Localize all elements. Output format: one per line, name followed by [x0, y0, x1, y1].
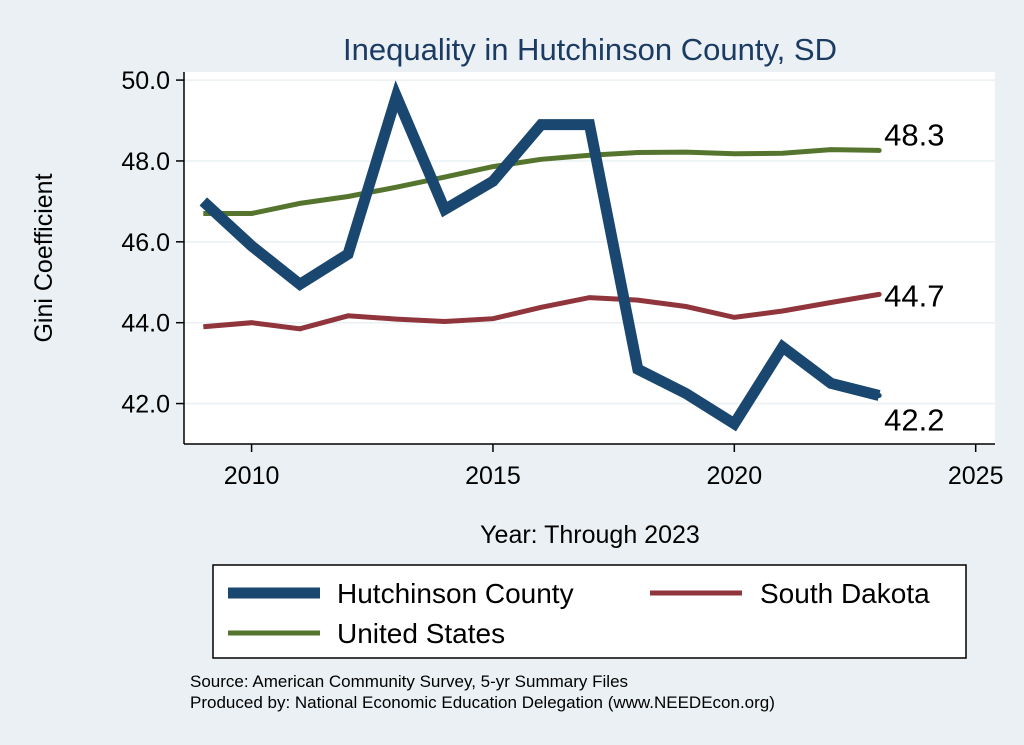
- y-axis-label: Gini Coefficient: [30, 173, 58, 342]
- y-tick-label: 48.0: [121, 148, 170, 176]
- legend-label-hutchinson: Hutchinson County: [337, 578, 574, 609]
- y-tick-label: 42.0: [121, 391, 170, 419]
- legend-label-united-states: United States: [337, 618, 505, 649]
- y-axis: 42.0 44.0 46.0 48.0 50.0: [121, 67, 185, 444]
- y-tick-label: 50.0: [121, 67, 170, 95]
- end-label-united-states: 48.3: [884, 117, 944, 152]
- x-tick-label: 2015: [465, 462, 521, 490]
- series-lines: [199, 80, 881, 432]
- end-marker-south-dakota: [876, 291, 882, 297]
- x-tick-label: 2025: [948, 462, 1004, 490]
- x-tick-label: 2010: [224, 462, 280, 490]
- source-note: Source: American Community Survey, 5-yr …: [190, 672, 628, 691]
- legend-box: [212, 564, 967, 659]
- end-marker-hutchinson-county: [876, 392, 882, 398]
- producer-note: Produced by: National Economic Education…: [190, 693, 775, 712]
- y-tick-label: 46.0: [121, 229, 170, 257]
- series-line-south-dakota: [203, 291, 880, 332]
- series-line-united-states: [203, 147, 880, 216]
- end-label-hutchinson-county: 42.2: [884, 402, 944, 437]
- chart-title: Inequality in Hutchinson County, SD: [343, 32, 837, 67]
- x-tick-label: 2020: [707, 462, 763, 490]
- legend: Hutchinson County South Dakota United St…: [212, 564, 967, 659]
- end-labels: 42.2 44.7 48.3: [876, 117, 944, 437]
- end-label-south-dakota: 44.7: [884, 278, 944, 313]
- end-marker-united-states: [876, 147, 882, 153]
- legend-label-south-dakota: South Dakota: [760, 578, 930, 609]
- x-axis: 2010 2015 2020 2025: [184, 443, 1004, 490]
- series-line-hutchinson-county: [199, 80, 881, 432]
- x-axis-label: Year: Through 2023: [480, 521, 700, 549]
- y-tick-label: 44.0: [121, 310, 170, 338]
